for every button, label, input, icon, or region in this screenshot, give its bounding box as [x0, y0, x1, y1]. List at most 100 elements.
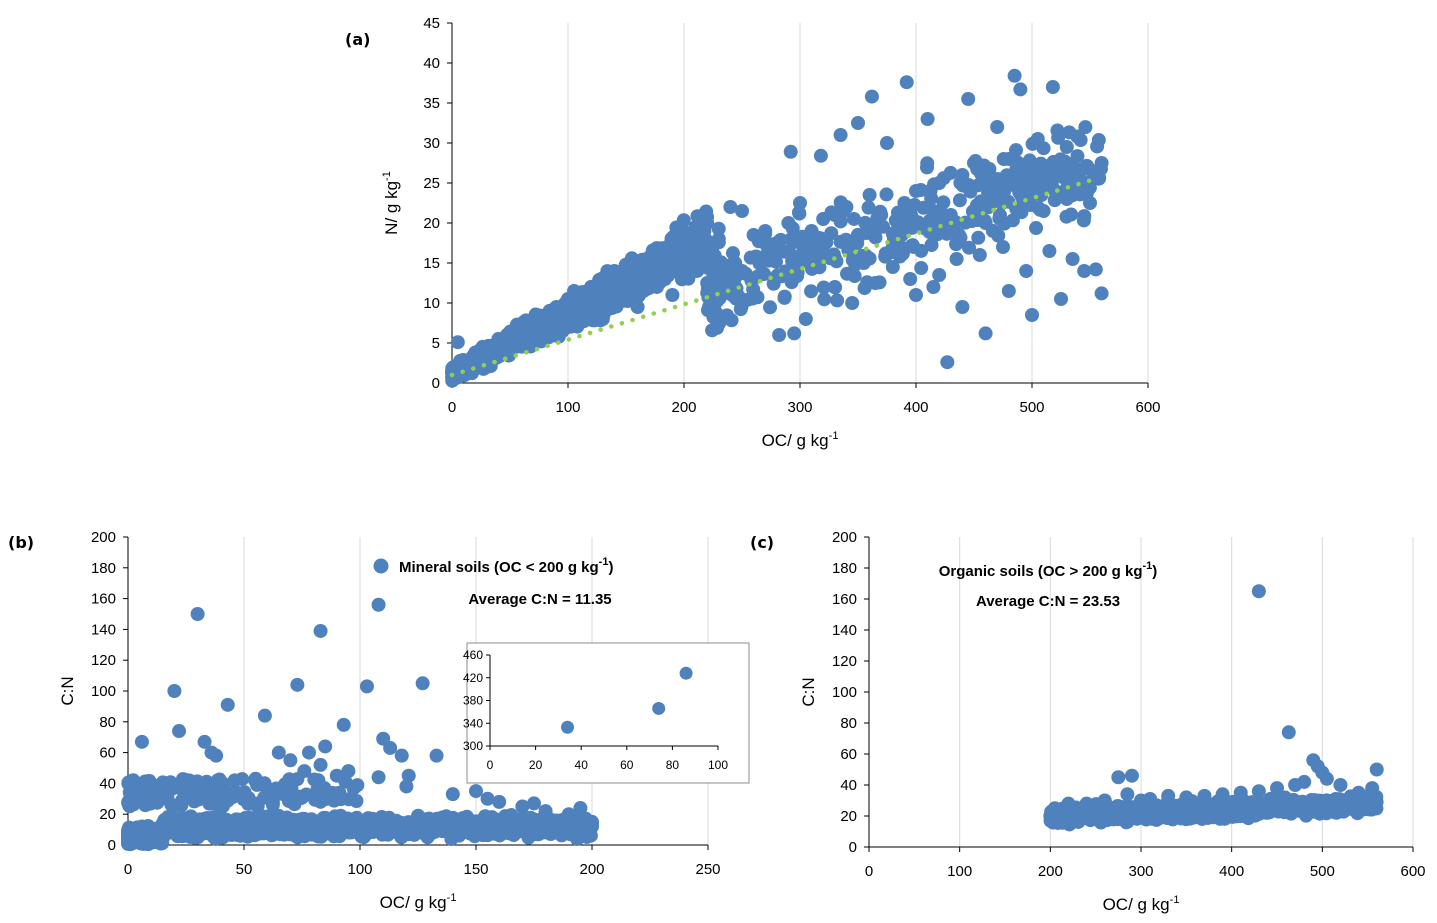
- x-tick-label: 500: [1019, 399, 1044, 416]
- data-point: [903, 272, 918, 286]
- data-point: [711, 232, 726, 246]
- data-point: [491, 332, 506, 346]
- inset-x-tick-label: 100: [708, 758, 728, 772]
- data-point: [1070, 129, 1085, 144]
- data-point: [371, 770, 386, 785]
- data-point: [1065, 252, 1080, 266]
- data-point: [341, 764, 356, 779]
- data-point: [479, 342, 494, 357]
- x-axis-title-text: OC/ g kg: [1103, 895, 1170, 914]
- data-point: [1048, 164, 1063, 178]
- x-tick-label: 50: [236, 861, 253, 878]
- data-point: [429, 748, 444, 763]
- data-point: [619, 257, 633, 272]
- data-point: [515, 799, 530, 814]
- data-point: [349, 793, 364, 808]
- data-point: [1152, 808, 1167, 823]
- data-point: [777, 290, 792, 305]
- data-point: [793, 196, 807, 210]
- data-point: [415, 825, 430, 840]
- x-tick-label: 250: [695, 861, 720, 878]
- data-point: [642, 252, 657, 266]
- y-tick-label: 0: [108, 837, 116, 854]
- y-tick-label: 160: [832, 591, 857, 608]
- data-point: [134, 734, 149, 749]
- data-point: [1094, 286, 1109, 301]
- data-point: [540, 823, 555, 838]
- data-point: [719, 308, 734, 323]
- data-point: [187, 794, 202, 809]
- x-tick-label: 600: [1135, 399, 1160, 416]
- y-tick-label: 180: [91, 560, 116, 577]
- data-point: [963, 184, 978, 199]
- y-axis-title-sup: -1: [381, 171, 393, 181]
- data-point: [225, 789, 240, 804]
- data-point: [1025, 180, 1039, 194]
- inset-y-tick-label: 460: [463, 648, 483, 662]
- data-point: [561, 720, 575, 734]
- x-tick-label: 150: [463, 861, 488, 878]
- data-point: [1059, 172, 1074, 187]
- data-point: [599, 298, 614, 313]
- inset-y-tick-label: 380: [463, 694, 483, 708]
- series-points: [445, 68, 1109, 388]
- y-tick-label: 80: [99, 714, 116, 731]
- data-point: [769, 236, 784, 250]
- data-point: [1051, 130, 1066, 145]
- data-point: [1088, 262, 1103, 277]
- data-point: [1211, 803, 1226, 818]
- data-point: [733, 302, 748, 317]
- data-point: [401, 768, 416, 783]
- data-point: [284, 781, 299, 796]
- data-point: [1215, 787, 1230, 802]
- data-point: [329, 768, 344, 783]
- data-point: [469, 784, 483, 799]
- x-tick-label: 300: [787, 399, 812, 416]
- data-point: [914, 261, 929, 276]
- data-point: [208, 812, 223, 827]
- data-point: [996, 240, 1010, 254]
- data-point: [496, 818, 511, 833]
- y-tick-label: 40: [840, 777, 857, 794]
- data-point: [723, 200, 738, 214]
- data-point: [864, 89, 879, 104]
- inset-y-tick-label: 340: [463, 716, 483, 730]
- data-point: [955, 300, 970, 314]
- data-point: [1365, 781, 1380, 796]
- data-point: [506, 828, 521, 843]
- data-point: [677, 240, 691, 254]
- y-tick-label: 120: [832, 653, 857, 670]
- inset-y-tick-label: 300: [463, 739, 483, 753]
- data-point: [830, 293, 845, 308]
- data-point: [290, 677, 305, 692]
- data-point: [861, 200, 876, 215]
- data-point: [1351, 785, 1366, 800]
- legend-label-sup: -1: [599, 556, 609, 568]
- data-point: [784, 232, 799, 247]
- data-point: [227, 773, 242, 788]
- data-point: [1117, 811, 1132, 826]
- data-point: [326, 819, 341, 834]
- y-tick-label: 60: [840, 746, 857, 763]
- y-tick-label: 120: [91, 652, 116, 669]
- data-point: [783, 144, 798, 159]
- data-point: [868, 276, 883, 290]
- legend-label-sup: -1: [1143, 560, 1153, 572]
- data-point: [1173, 807, 1188, 822]
- data-point: [972, 248, 987, 262]
- data-point: [1288, 778, 1303, 792]
- data-point: [601, 282, 616, 297]
- data-point: [709, 308, 724, 323]
- y-tick-label: 40: [99, 775, 116, 792]
- y-tick-label: 45: [423, 15, 440, 32]
- data-point: [383, 740, 398, 755]
- data-point: [388, 815, 403, 830]
- data-point: [1179, 790, 1194, 805]
- data-point: [179, 774, 193, 789]
- x-axis-title: OC/ g kg-1: [380, 892, 457, 912]
- data-point: [373, 558, 389, 574]
- data-point: [492, 794, 507, 809]
- data-point: [1076, 213, 1091, 228]
- x-tick-label: 600: [1400, 863, 1425, 880]
- data-point: [630, 268, 645, 283]
